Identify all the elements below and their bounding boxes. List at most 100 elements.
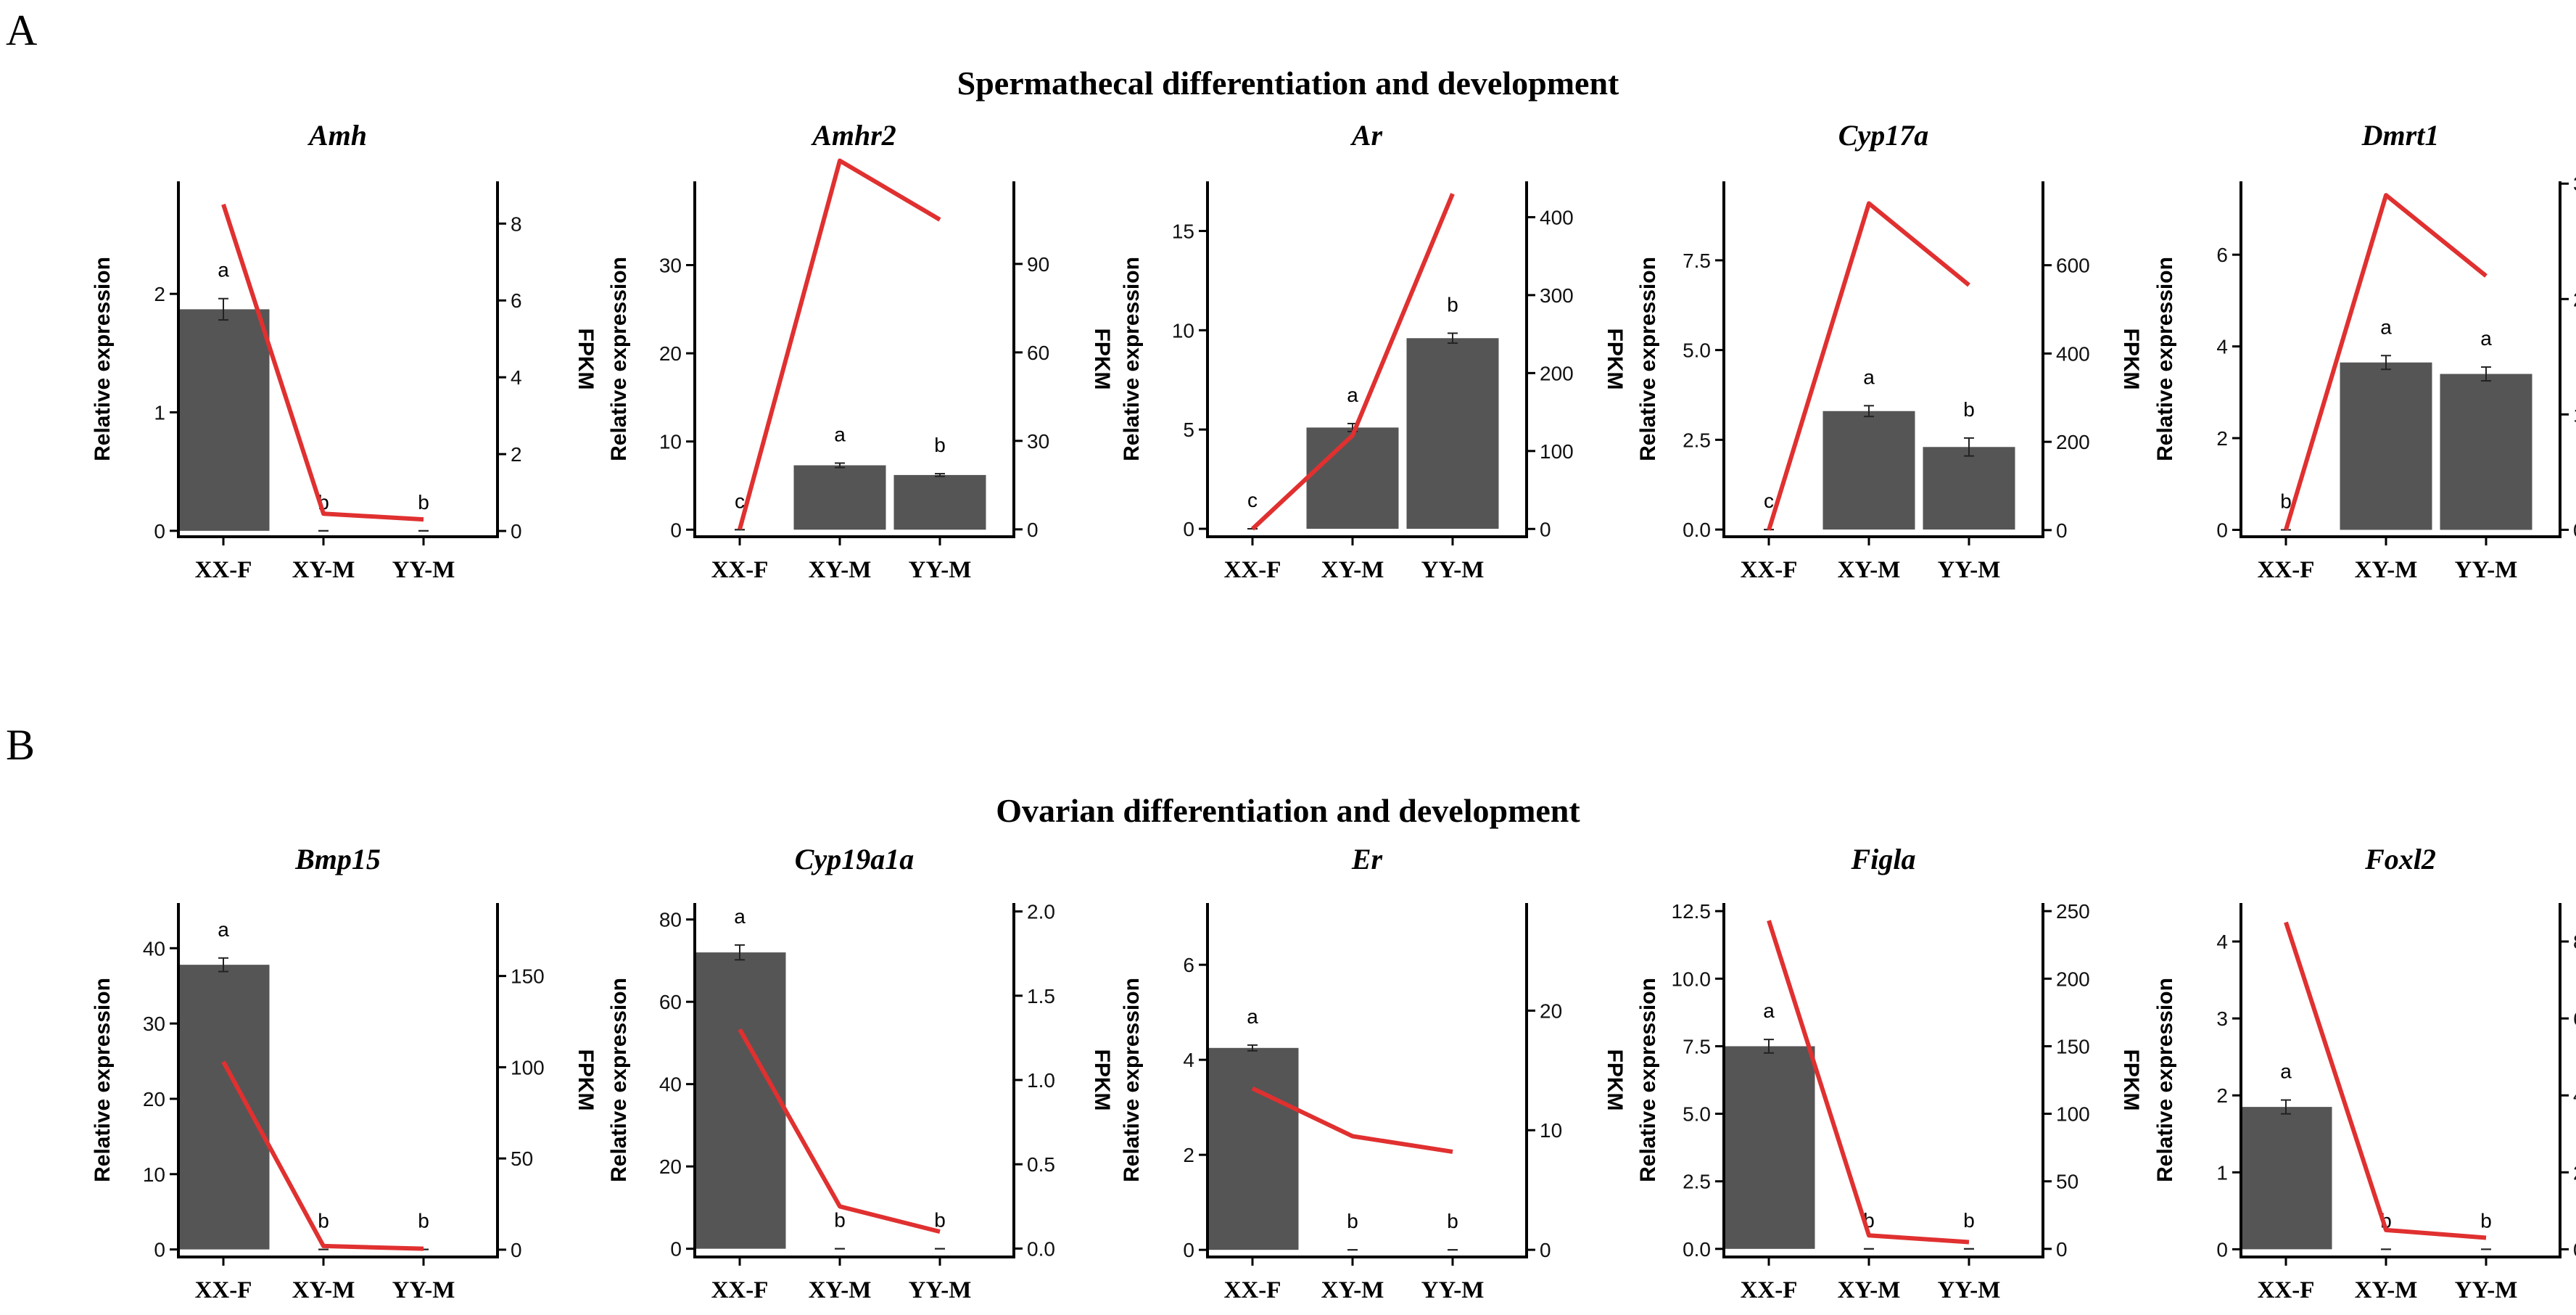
y2-tick-label: 0 — [1027, 519, 1039, 541]
y-tick-label: 1 — [154, 402, 165, 424]
fpkm-line — [221, 203, 424, 522]
y2-tick-label: 200 — [2056, 968, 2090, 990]
y-tick-label: 5.0 — [1683, 339, 1711, 362]
gene-title: Foxl2 — [2364, 843, 2436, 875]
y2-tick-label: 1.5 — [1027, 985, 1055, 1007]
y-axis-title: Relative expression — [1636, 978, 1660, 1182]
bar-yy-m — [893, 474, 986, 530]
x-category-label: XX-F — [1224, 557, 1281, 583]
gene-title: Er — [1351, 843, 1383, 875]
y-tick-label: 20 — [143, 1088, 165, 1110]
y2-tick-label: 400 — [1540, 206, 1574, 228]
y-tick-label: 10 — [143, 1163, 165, 1186]
y-tick-label: 2 — [2216, 427, 2228, 450]
y2-axis-title: FPKM — [1090, 1050, 1114, 1111]
x-category-label: YY-M — [1421, 1277, 1485, 1303]
y-tick-label: 7.5 — [1683, 1035, 1711, 1058]
y2-axis-title: FPKM — [574, 1050, 598, 1111]
bar-xy-m — [1822, 411, 1915, 530]
y-axis-title: Relative expression — [2153, 978, 2177, 1182]
x-category-label: XY-M — [292, 1277, 355, 1303]
significance-label: b — [418, 1210, 429, 1232]
bar-xx-f — [2239, 1107, 2332, 1250]
significance-label: a — [2480, 327, 2492, 350]
y-tick-label: 0 — [670, 519, 682, 541]
fpkm-line — [738, 1028, 941, 1234]
y2-axis-title: FPKM — [2119, 1050, 2143, 1111]
bar-xy-m — [793, 465, 886, 530]
x-category-label: XY-M — [1321, 557, 1384, 583]
bar-yy-m — [1406, 338, 1499, 529]
y2-tick-label: 90 — [1027, 253, 1049, 276]
gene-title: Ar — [1350, 119, 1383, 152]
chart-er: Er a b b 0 2 4 6 0 10 20 XX-F XY-M YY-M Relative expre… — [1120, 843, 1627, 1303]
x-category-label: XY-M — [809, 557, 872, 583]
bar-yy-m — [2440, 374, 2532, 530]
y-tick-label: 2 — [154, 283, 165, 305]
bar-xx-f — [693, 952, 786, 1249]
fpkm-line — [738, 158, 941, 530]
y2-axis-title: FPKM — [2119, 329, 2143, 390]
significance-label: b — [418, 491, 429, 514]
y-tick-label: 15 — [1172, 220, 1194, 242]
gene-title: Dmrt1 — [2361, 119, 2440, 152]
y-axis-title: Relative expression — [1636, 257, 1660, 461]
fpkm-line — [2284, 193, 2488, 531]
y2-tick-label: 400 — [2056, 342, 2090, 365]
y-tick-label: 4 — [2216, 336, 2228, 358]
y-tick-label: 1 — [2216, 1161, 2228, 1184]
y2-tick-label: 4 — [511, 366, 522, 389]
y2-tick-label: 0 — [2056, 519, 2068, 542]
y2-tick-label: 0.5 — [1027, 1153, 1055, 1176]
y2-tick-label: 20 — [1540, 999, 1562, 1022]
y2-axis-title: FPKM — [1603, 1050, 1627, 1111]
significance-label: a — [218, 259, 229, 281]
y-tick-label: 2.5 — [1683, 1171, 1711, 1193]
x-category-label: XX-F — [1741, 1277, 1798, 1303]
x-category-label: YY-M — [909, 557, 972, 583]
y-tick-label: 0 — [1183, 518, 1194, 540]
y2-tick-label: 0 — [2573, 519, 2576, 541]
y2-tick-label: 600 — [2056, 255, 2090, 277]
chart-cyp19a1a: Cyp19a1a a b b 0 20 40 60 80 0.0 0.5 1.0 1.5 2.0 XX-F X… — [607, 843, 1114, 1303]
y-tick-label: 20 — [659, 1155, 682, 1178]
significance-label: a — [218, 918, 229, 941]
significance-label: b — [834, 1209, 846, 1232]
y2-tick-label: 0 — [1540, 1239, 1551, 1261]
y2-tick-label: 100 — [511, 1056, 545, 1079]
y2-tick-label: 6 — [511, 289, 522, 312]
x-category-label: XX-F — [1741, 557, 1798, 583]
y-tick-label: 4 — [2216, 931, 2228, 953]
significance-label: a — [1247, 1005, 1258, 1028]
y2-tick-label: 4 — [2573, 1084, 2576, 1107]
y-tick-label: 40 — [143, 937, 165, 960]
y2-tick-label: 50 — [511, 1147, 533, 1170]
significance-label: b — [1347, 1210, 1358, 1232]
fpkm-line — [1767, 920, 1970, 1245]
significance-label: c — [735, 490, 745, 512]
chart-cyp17a: Cyp17a c a b 0.0 2.5 5.0 7.5 0 200 400 600 XX-F XY-M Y… — [1636, 119, 2143, 583]
significance-label: b — [318, 1210, 329, 1232]
significance-label: a — [1763, 999, 1775, 1022]
section-title-b: Ovarian differentiation and development — [996, 792, 1580, 829]
bar-yy-m — [1923, 447, 2015, 530]
panel-label-a: A — [6, 7, 37, 54]
y2-tick-label: 60 — [1027, 342, 1049, 364]
y2-axis-title: FPKM — [1603, 329, 1627, 390]
y2-tick-label: 2.0 — [1027, 901, 1055, 923]
y-tick-label: 0.0 — [1683, 1238, 1711, 1261]
significance-label: b — [1963, 1209, 1975, 1232]
significance-label: b — [934, 1209, 946, 1232]
y-tick-label: 10 — [1172, 319, 1194, 342]
y2-tick-label: 0 — [2056, 1238, 2068, 1261]
y-tick-label: 3 — [2216, 1007, 2228, 1030]
y2-tick-label: 10 — [1540, 1119, 1562, 1142]
x-category-label: YY-M — [1938, 1277, 2001, 1303]
y2-tick-label: 8 — [511, 213, 522, 235]
y-tick-label: 7.5 — [1683, 250, 1711, 272]
y-tick-label: 2.5 — [1683, 429, 1711, 451]
